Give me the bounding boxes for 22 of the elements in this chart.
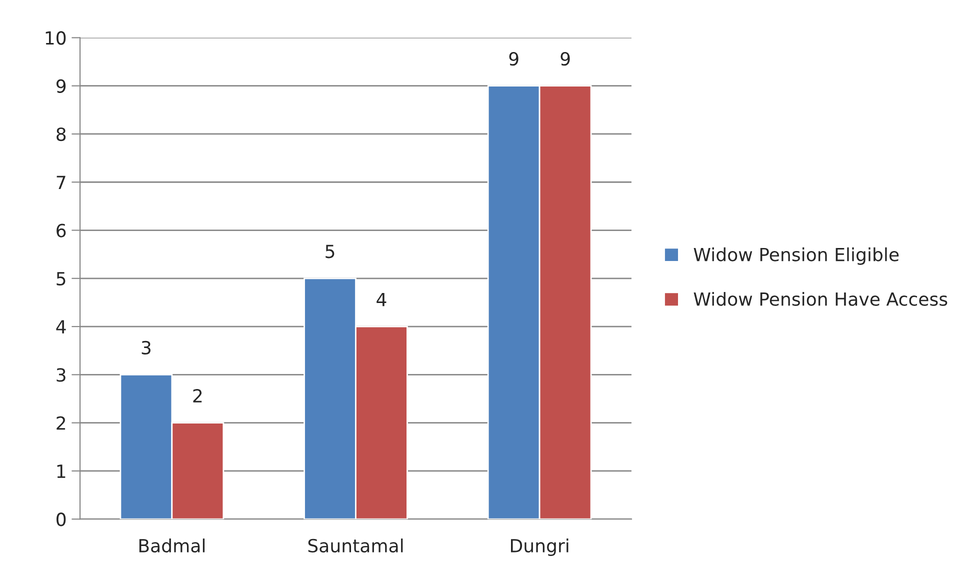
y-tick-label: 8 xyxy=(56,127,66,142)
y-tick-label: 5 xyxy=(56,272,66,286)
y-tick-label: 6 xyxy=(56,224,66,238)
y-tick-label: 9 xyxy=(56,79,66,93)
data-label: 9 xyxy=(560,52,570,66)
data-label: 4 xyxy=(376,292,386,306)
y-tick-label: 1 xyxy=(57,464,66,478)
y-tick-label: 4 xyxy=(56,320,66,334)
data-label: 9 xyxy=(509,52,518,66)
y-tick-label: 2 xyxy=(56,416,66,430)
legend-label: Widow Pension Have Access xyxy=(694,292,948,306)
x-tick-label: Badmal xyxy=(139,538,205,553)
y-tick-label: 7 xyxy=(56,176,66,189)
legend-label: Widow Pension Eligible xyxy=(694,247,899,265)
y-tick-label: 3 xyxy=(56,368,66,382)
x-tick-label: Sauntamal xyxy=(308,538,403,553)
data-label: 5 xyxy=(326,244,334,258)
data-label: 3 xyxy=(142,340,150,355)
y-tick-label: 10 xyxy=(46,31,66,45)
x-tick-label: Dungri xyxy=(510,538,568,556)
data-label: 2 xyxy=(193,389,202,402)
y-tick-label: 0 xyxy=(56,512,66,526)
